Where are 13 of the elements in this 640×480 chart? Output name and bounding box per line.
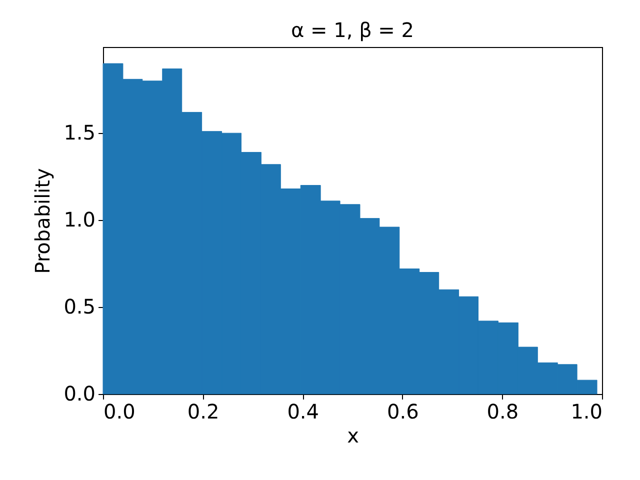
x-tick-label: 0.6 xyxy=(386,400,419,424)
x-tick-label: 1.0 xyxy=(570,400,602,424)
y-axis-title: Probability xyxy=(30,168,55,274)
x-tick-label: 0.2 xyxy=(187,400,220,424)
y-tick-label: 1.0 xyxy=(64,208,96,232)
x-axis-title: x xyxy=(347,424,360,448)
x-tick-label: 0.4 xyxy=(287,400,320,424)
x-tick-label: 0.0 xyxy=(104,400,136,424)
chart-title: α = 1, β = 2 xyxy=(290,18,414,42)
y-tick-label: 0.0 xyxy=(64,382,96,406)
x-tick-label: 0.8 xyxy=(486,400,519,424)
y-tick-label: 0.5 xyxy=(64,294,96,319)
y-tick-label: 1.5 xyxy=(64,120,96,145)
